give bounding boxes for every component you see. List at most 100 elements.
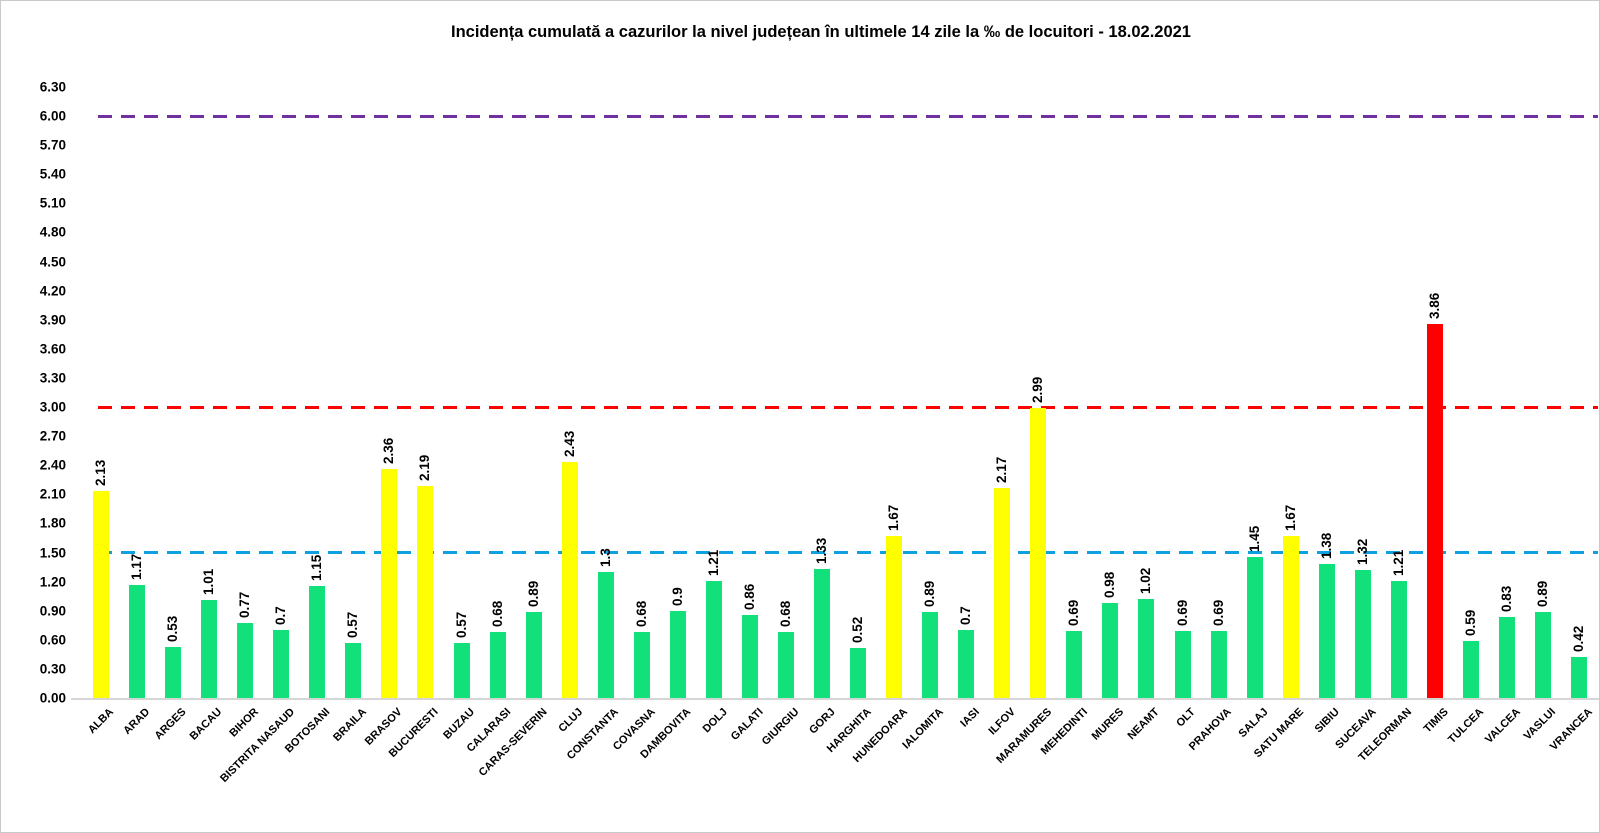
x-axis-label-IASI: IASI [958,706,982,730]
bar-value-HARGHITA: 0.52 [850,616,866,643]
x-axis-label-SALAJ: SALAJ [1236,706,1271,740]
bar-BUZAU [453,642,470,698]
bar-PRAHOVA [1210,631,1227,698]
bar-value-TIMIS: 3.86 [1426,292,1442,319]
x-axis-label-ALBA: ALBA [86,706,117,737]
bar-MARAMURES [1030,407,1047,698]
bar-value-SUCEAVA: 1.32 [1354,538,1370,565]
bar-BOTOSANI [309,586,326,698]
bar-value-SIBIU: 1.38 [1318,532,1334,560]
bar-BUCURESTI [417,485,434,698]
bar-value-ARGES: 0.53 [165,615,181,642]
y-axis-tick-label: 3.30 [39,370,66,386]
bar-GALATI [741,614,758,698]
bar-HARGHITA [850,647,867,698]
threshold-line-6 [98,114,1598,118]
bar-GIURGIU [777,632,794,698]
y-axis-tick-label: 4.20 [39,283,66,299]
bar-value-GORJ: 1.33 [814,537,829,564]
bar-value-MURES: 0.98 [1102,571,1118,598]
x-axis-label-BACAU: BACAU [188,706,225,743]
bar-value-BUCURESTI: 2.19 [417,454,433,481]
x-axis-label-GORJ: GORJ [806,706,838,737]
bar-value-GALATI: 0.86 [741,583,757,610]
bar-value-VASLUI: 0.89 [1535,580,1550,607]
bar-TELEORMAN [1390,580,1407,698]
bar-ARGES [165,646,182,698]
bar-value-BOTOSANI: 1.15 [309,555,325,582]
bar-OLT [1174,631,1191,698]
bar-value-DAMBOVITA: 0.9 [669,586,685,606]
x-axis-label-SIBIU: SIBIU [1312,706,1343,736]
y-axis-tick-label: 5.40 [39,166,66,182]
x-axis-label-TIMIS: TIMIS [1421,706,1451,736]
bar-BRAILA [345,642,362,698]
bar-CARAS-SEVERIN [525,611,542,698]
y-axis-tick-label: 3.60 [39,341,66,357]
bar-value-NEAMT: 1.02 [1138,567,1154,595]
y-axis-tick-label: 0.30 [39,661,66,677]
bar-TIMIS [1426,323,1443,698]
x-axis-label-BIHOR: BIHOR [227,706,261,740]
bar-value-CARAS-SEVERIN: 0.89 [525,580,541,607]
bar-MURES [1102,602,1119,698]
bar-value-OLT: 0.69 [1174,599,1190,627]
y-axis-tick-label: 1.20 [39,574,66,590]
bar-DAMBOVITA [669,610,686,698]
bar-CLUJ [561,462,578,698]
bar-value-GIURGIU: 0.68 [777,600,793,628]
bar-value-MARAMURES: 2.99 [1030,376,1046,403]
bar-BACAU [201,600,218,698]
bar-ILFOV [994,487,1011,698]
bar-value-BISTRITA NASAUD: 0.7 [273,606,289,626]
bar-SATU MARE [1282,536,1299,698]
bar-value-CONSTANTA: 1.3 [597,548,613,567]
y-axis-tick-label: 0.00 [39,690,66,706]
bar-BISTRITA NASAUD [273,630,290,698]
bar-ARAD [129,584,146,698]
y-axis-tick-label: 2.40 [39,457,66,473]
bar-value-ARAD: 1.17 [129,553,145,580]
y-axis-tick-label: 4.50 [39,254,66,269]
x-axis-label-CLUJ: CLUJ [556,706,586,735]
chart-title: Incidența cumulată a cazurilor la nivel … [450,23,1191,41]
bar-value-BRASOV: 2.36 [381,437,397,465]
y-axis-tick-label: 5.10 [39,195,66,211]
bar-value-IALOMITA: 0.89 [922,580,938,607]
bar-value-BACAU: 1.01 [201,568,217,596]
bar-SUCEAVA [1354,569,1371,698]
y-axis-tick-label: 1.50 [39,545,66,560]
bar-value-DOLJ: 1.21 [705,549,721,576]
y-axis-tick-label: 2.70 [39,428,66,444]
bar-COVASNA [633,632,650,698]
y-axis-tick-label: 4.80 [39,224,66,240]
bar-value-ILFOV: 2.17 [994,456,1010,483]
bar-IALOMITA [922,611,939,698]
bar-value-MEHEDINTI: 0.69 [1066,599,1082,627]
y-axis-tick-label: 2.10 [39,486,66,502]
bar-value-CLUJ: 2.43 [561,431,577,458]
bar-VALCEA [1498,617,1515,698]
x-axis-label-MURES: MURES [1089,706,1126,743]
x-axis-line [71,698,1599,700]
x-axis-label-CARAS-SEVERIN: CARAS-SEVERIN [476,706,550,779]
bar-value-TULCEA: 0.59 [1462,609,1478,636]
y-axis-tick-label: 3.90 [39,312,66,328]
threshold-line-3 [98,405,1598,409]
bar-value-HUNEDOARA: 1.67 [886,504,902,531]
bar-SIBIU [1318,564,1335,698]
bar-CALARASI [489,632,506,698]
bar-VRANCEA [1571,657,1588,698]
bar-value-IASI: 0.7 [958,606,974,626]
bar-value-VALCEA: 0.83 [1498,586,1514,613]
x-axis-label-TULCEA: TULCEA [1446,706,1487,747]
x-axis-label-GIURGIU: GIURGIU [759,706,802,748]
y-axis-tick-label: 3.00 [39,399,66,415]
bar-value-ALBA: 2.13 [93,460,108,487]
y-axis-tick-label: 5.70 [39,137,66,153]
x-axis-label-OLT: OLT [1174,706,1198,730]
bar-value-PRAHOVA: 0.69 [1210,599,1226,627]
bar-IASI [958,630,975,698]
x-axis-label-ILFOV: ILFOV [986,706,1018,738]
